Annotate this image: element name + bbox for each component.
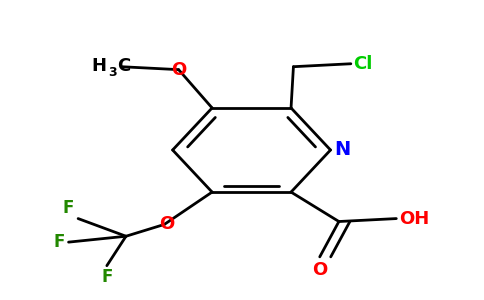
Text: C: C <box>117 57 130 75</box>
Text: N: N <box>334 140 350 160</box>
Text: OH: OH <box>399 210 429 228</box>
Text: 3: 3 <box>108 65 117 79</box>
Text: O: O <box>159 215 174 233</box>
Text: Cl: Cl <box>353 55 373 73</box>
Text: F: F <box>53 233 65 251</box>
Text: O: O <box>312 261 327 279</box>
Text: F: F <box>63 199 75 217</box>
Text: H: H <box>92 57 107 75</box>
Text: F: F <box>101 268 112 286</box>
Text: O: O <box>171 61 186 79</box>
